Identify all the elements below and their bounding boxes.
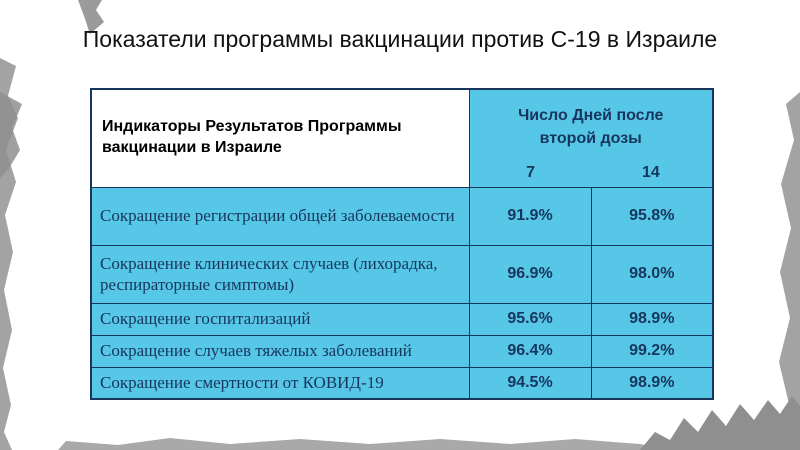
days-after-second-dose-label: Число Дней после второй дозы [518, 107, 664, 147]
row-day7-value: 94.5% [468, 366, 592, 400]
row-day14-value: 98.9% [590, 302, 714, 336]
table-header-row: Индикаторы Результатов Программы вакцина… [90, 88, 714, 188]
grunge-left-strip [0, 58, 18, 450]
day-columns: 7 14 [471, 164, 712, 182]
table-row: Сокращение смертности от КОВИД-19 94.5% … [90, 366, 714, 400]
table-row: Сокращение клинических случаев (лихорадк… [90, 244, 714, 304]
row-day14-value: 98.0% [590, 244, 714, 304]
grunge-bottom-right-blob [640, 396, 800, 450]
row-day7-value: 91.9% [468, 186, 592, 246]
grunge-right-strip [779, 92, 800, 450]
table-row: Сокращение госпитализаций 95.6% 98.9% [90, 302, 714, 336]
row-label: Сокращение случаев тяжелых заболеваний [90, 334, 470, 368]
row-day14-value: 99.2% [590, 334, 714, 368]
grunge-bottom-strip [58, 438, 668, 450]
table-row: Сокращение случаев тяжелых заболеваний 9… [90, 334, 714, 368]
header-indicators-label: Индикаторы Результатов Программы вакцина… [90, 88, 470, 188]
row-label: Сокращение смертности от КОВИД-19 [90, 366, 470, 400]
row-day7-value: 95.6% [468, 302, 592, 336]
table-row: Сокращение регистрации общей заболеваемо… [90, 186, 714, 246]
row-day7-value: 96.4% [468, 334, 592, 368]
row-day14-value: 98.9% [590, 366, 714, 400]
slide-title: Показатели программы вакцинации против С… [82, 26, 718, 52]
row-label: Сокращение регистрации общей заболеваемо… [90, 186, 470, 246]
header-days-cell: Число Дней после второй дозы 7 14 [468, 88, 714, 188]
row-day14-value: 95.8% [590, 186, 714, 246]
vaccination-indicators-table: Индикаторы Результатов Программы вакцина… [90, 88, 714, 400]
row-label: Сокращение клинических случаев (лихорадк… [90, 244, 470, 304]
row-day7-value: 96.9% [468, 244, 592, 304]
grunge-left-accent [0, 92, 22, 178]
row-label: Сокращение госпитализаций [90, 302, 470, 336]
column-day7-label: 7 [526, 164, 536, 182]
column-day14-label: 14 [641, 164, 660, 182]
